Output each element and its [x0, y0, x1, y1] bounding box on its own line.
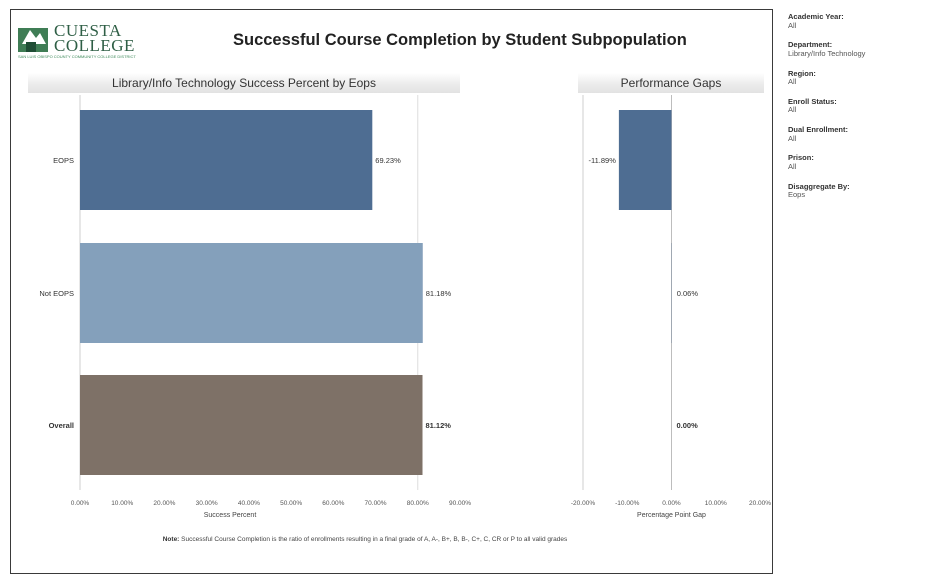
data-label: 81.18% [426, 289, 452, 298]
filter-label: Dual Enrollment: [788, 125, 849, 134]
x-tick-label: 70.00% [365, 500, 387, 507]
data-label: 69.23% [375, 156, 401, 165]
bar-not-eops [80, 243, 423, 343]
filter-value: All [788, 77, 797, 87]
x-tick-label: -10.00% [615, 500, 639, 507]
filter-label: Disaggregate By: [788, 181, 850, 191]
filter-disaggregate-by[interactable]: Disaggregate By: Eops [788, 181, 928, 200]
data-label: 0.00% [677, 421, 699, 430]
filter-value: All [788, 161, 797, 171]
logo-tagline: SAN LUIS OBISPO COUNTY COMMUNITY COLLEGE… [18, 54, 136, 59]
data-label: 0.06% [677, 289, 699, 298]
filter-label: Prison: [788, 153, 814, 163]
filter-label: Region: [788, 68, 816, 78]
filter-value: All [788, 133, 797, 143]
x-tick-label: 20.00% [153, 500, 175, 507]
x-tick-label: 90.00% [449, 500, 471, 507]
bar-eops [80, 110, 373, 210]
filter-academic-year[interactable]: Academic Year: All [788, 12, 928, 30]
college-logo-icon [18, 28, 48, 52]
page-title: Successful Course Completion by Student … [233, 31, 687, 49]
x-axis-label: Percentage Point Gap [637, 512, 706, 519]
x-tick-label: 50.00% [280, 500, 302, 507]
x-tick-label: 60.00% [322, 500, 344, 507]
note-text: Successful Course Completion is the rati… [181, 536, 568, 543]
x-tick-label: 10.00% [111, 500, 133, 507]
filter-department[interactable]: Department: Library/Info Technology [788, 41, 928, 58]
logo-text-line1: CUESTA [54, 21, 122, 40]
filter-region[interactable]: Region: All [788, 68, 928, 87]
x-tick-label: 10.00% [705, 500, 727, 507]
filter-panel: Academic Year: All Department: Library/I… [788, 12, 928, 211]
x-tick-label: 0.00% [662, 500, 681, 507]
filter-dual-enrollment[interactable]: Dual Enrollment: All [788, 125, 928, 143]
college-logo: CUESTA COLLEGE SAN LUIS OBISPO COUNTY CO… [18, 20, 188, 60]
x-tick-label: -20.00% [571, 500, 595, 507]
x-tick-label: 20.00% [749, 500, 771, 507]
bar-overall [80, 375, 423, 475]
filter-value: All [788, 20, 797, 30]
filter-enroll-status[interactable]: Enroll Status: All [788, 96, 928, 115]
x-axis-label: Success Percent [204, 512, 257, 519]
footnote: Note: Successful Course Completion is th… [110, 536, 620, 544]
gaps-chart-title: Performance Gaps [578, 73, 764, 93]
x-tick-label: 30.00% [196, 500, 218, 507]
filter-label: Department: [788, 40, 833, 50]
x-tick-label: 0.00% [71, 500, 90, 507]
filter-label: Academic Year: [788, 12, 844, 21]
filter-value: Eops [788, 190, 806, 200]
filter-label: Enroll Status: [788, 96, 837, 106]
data-label: -11.89% [588, 156, 616, 165]
filter-prison[interactable]: Prison: All [788, 154, 928, 171]
logo-text-line2: COLLEGE [54, 36, 135, 55]
success-percent-chart: EOPS 69.23% Not EOPS 81.18% Overall 81.12% 0.0… [39, 95, 471, 519]
note-prefix: Note: [162, 536, 180, 543]
category-label: Overall [49, 421, 74, 430]
filter-value: All [788, 105, 797, 115]
data-label: 81.12% [426, 421, 452, 430]
x-tick-label: 80.00% [407, 500, 429, 507]
performance-gaps-chart: -11.89% 0.06% 0.00% -20.00% -10.00% 0.00% 10.0… [571, 95, 771, 519]
gap-bar-eops [618, 110, 672, 210]
category-label: EOPS [53, 156, 74, 165]
category-label: Not EOPS [39, 289, 74, 298]
filter-value: Library/Info Technology [788, 48, 866, 58]
success-chart-title: Library/Info Technology Success Percent … [28, 73, 460, 93]
x-tick-label: 40.00% [238, 500, 260, 507]
